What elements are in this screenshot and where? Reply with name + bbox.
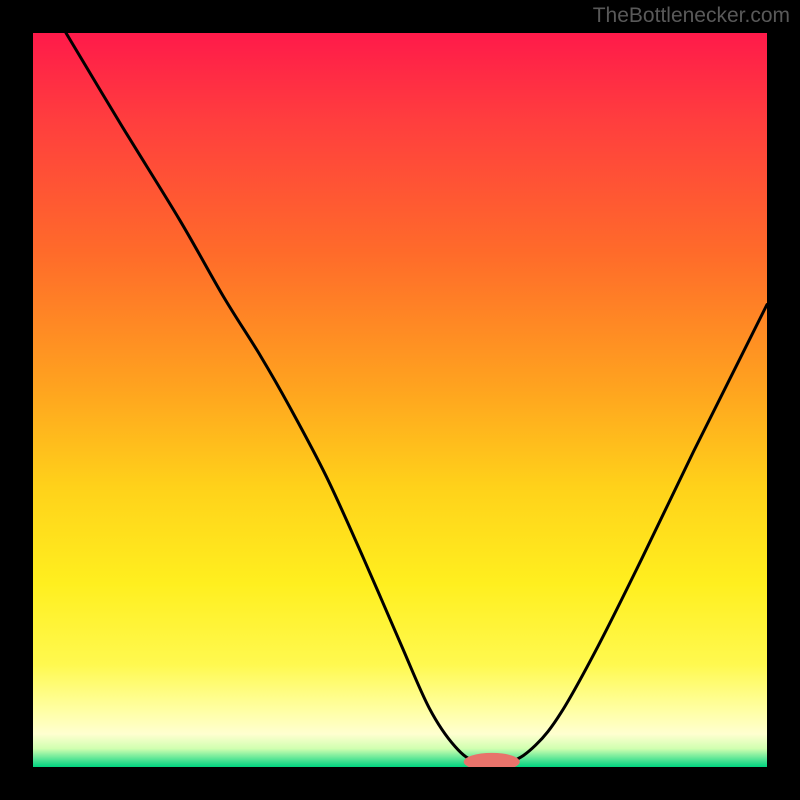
chart-plot-area bbox=[33, 33, 767, 767]
chart-svg bbox=[33, 33, 767, 767]
watermark-text: TheBottlenecker.com bbox=[593, 4, 790, 28]
chart-background bbox=[33, 33, 767, 767]
